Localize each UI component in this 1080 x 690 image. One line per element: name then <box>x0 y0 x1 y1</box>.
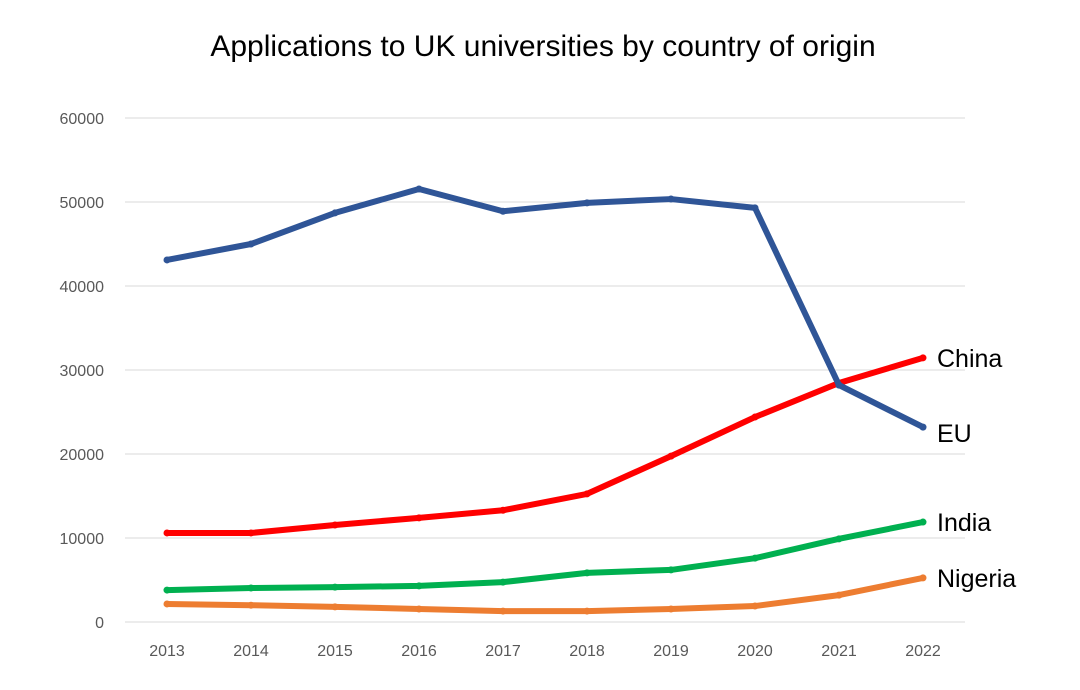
data-point-china <box>331 521 339 529</box>
series-line-china <box>164 354 926 536</box>
data-point-eu <box>163 256 171 264</box>
data-point-india <box>751 554 759 562</box>
data-point-eu <box>919 423 927 431</box>
data-point-eu <box>415 185 423 193</box>
data-point-eu <box>583 199 591 207</box>
x-tick-label: 2017 <box>485 643 521 660</box>
data-point-nigeria <box>499 607 507 615</box>
y-tick-label: 60000 <box>60 111 105 128</box>
y-tick-label: 0 <box>95 615 104 632</box>
data-point-china <box>751 413 759 421</box>
data-point-nigeria <box>835 591 843 599</box>
data-point-china <box>247 529 255 537</box>
chart-title: Applications to UK universities by count… <box>210 30 875 63</box>
data-point-india <box>163 586 171 594</box>
data-point-china <box>583 490 591 498</box>
data-point-nigeria <box>919 574 927 582</box>
data-point-eu <box>499 207 507 215</box>
data-point-nigeria <box>751 602 759 610</box>
data-point-eu <box>331 209 339 217</box>
x-tick-label: 2018 <box>569 643 605 660</box>
data-point-china <box>919 354 927 362</box>
data-point-nigeria <box>415 605 423 613</box>
data-point-india <box>415 582 423 590</box>
x-tick-label: 2016 <box>401 643 437 660</box>
data-point-india <box>499 578 507 586</box>
data-point-eu <box>667 195 675 203</box>
x-tick-label: 2020 <box>737 643 773 660</box>
data-point-india <box>583 569 591 577</box>
data-point-china <box>415 514 423 522</box>
data-point-eu <box>247 240 255 248</box>
y-tick-label: 20000 <box>60 447 105 464</box>
series-label-nigeria: Nigeria <box>937 565 1016 593</box>
data-point-china <box>499 506 507 514</box>
x-tick-label: 2015 <box>317 643 353 660</box>
data-point-india <box>247 584 255 592</box>
y-tick-label: 50000 <box>60 195 105 212</box>
data-point-nigeria <box>583 607 591 615</box>
data-point-nigeria <box>247 601 255 609</box>
series-line-india <box>164 519 926 594</box>
series-label-china: China <box>937 345 1002 373</box>
data-point-eu <box>751 204 759 212</box>
x-tick-label: 2014 <box>233 643 269 660</box>
x-tick-label: 2021 <box>821 643 857 660</box>
series-line-nigeria <box>164 574 926 615</box>
series-label-india: India <box>937 509 991 537</box>
data-point-eu <box>835 381 843 389</box>
series-line-eu <box>164 185 926 431</box>
x-tick-label: 2019 <box>653 643 689 660</box>
data-point-nigeria <box>667 605 675 613</box>
data-point-china <box>163 529 171 537</box>
y-tick-label: 30000 <box>60 363 105 380</box>
data-point-nigeria <box>163 600 171 608</box>
y-tick-label: 40000 <box>60 279 105 296</box>
series-label-eu: EU <box>937 420 972 448</box>
y-tick-label: 10000 <box>60 531 105 548</box>
data-point-india <box>667 566 675 574</box>
data-point-india <box>331 583 339 591</box>
data-point-china <box>667 452 675 460</box>
x-tick-label: 2022 <box>905 643 941 660</box>
data-point-nigeria <box>331 603 339 611</box>
x-tick-label: 2013 <box>149 643 185 660</box>
data-point-india <box>835 535 843 543</box>
data-point-india <box>919 518 927 526</box>
